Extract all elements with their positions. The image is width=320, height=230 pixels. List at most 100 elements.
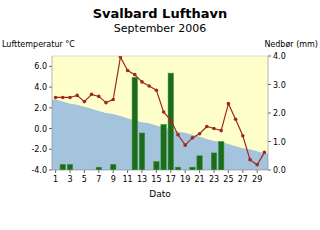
temperature-point — [176, 133, 180, 137]
x-tick-label: 7 — [96, 175, 101, 184]
x-tick-label: 29 — [252, 175, 262, 184]
precip-bar — [139, 133, 144, 170]
y2-tick-label: 1.0 — [273, 138, 286, 147]
temperature-point — [248, 158, 252, 162]
temperature-point — [234, 117, 238, 121]
x-tick-label: 15 — [151, 175, 161, 184]
y2-tick-label: 2.0 — [273, 109, 286, 118]
y2-tick — [268, 170, 271, 171]
temperature-point — [212, 127, 216, 131]
precip-bar — [190, 167, 195, 170]
x-tick-label: 19 — [180, 175, 190, 184]
x-tick-label: 25 — [223, 175, 233, 184]
temperature-point — [147, 84, 151, 88]
temperature-point — [162, 110, 166, 114]
temperature-point — [241, 134, 245, 138]
y-tick-label: 2.0 — [34, 104, 47, 113]
normal-area — [52, 100, 268, 170]
temperature-point — [97, 95, 101, 99]
temperature-point — [255, 163, 259, 167]
y2-tick — [268, 113, 271, 114]
plot-background — [52, 56, 268, 170]
precip-bar — [218, 142, 223, 171]
x-tick — [142, 170, 143, 173]
y-tick-label: 0.0 — [34, 125, 47, 134]
x-axis-line — [52, 170, 268, 171]
x-axis-label: Dato — [149, 189, 171, 199]
x-tick-label: 3 — [67, 175, 72, 184]
x-tick — [113, 170, 114, 173]
temperature-point — [155, 88, 159, 92]
temperature-point — [263, 151, 267, 155]
precip-bar — [161, 124, 166, 170]
x-tick — [170, 170, 171, 173]
plot-marks — [52, 56, 268, 170]
precip-bar — [175, 167, 180, 170]
temperature-point — [61, 96, 65, 100]
precip-bar — [154, 161, 159, 170]
temperature-point — [133, 73, 137, 77]
x-tick — [228, 170, 229, 173]
y-tick-label: -4.0 — [31, 166, 47, 175]
temperature-point — [191, 136, 195, 140]
y-tick — [49, 128, 52, 129]
x-tick-label: 27 — [238, 175, 248, 184]
precip-bar — [211, 153, 216, 170]
x-tick — [242, 170, 243, 173]
temperature-point — [54, 96, 58, 100]
x-tick — [185, 170, 186, 173]
temperature-point — [111, 98, 115, 102]
y-tick-label: 4.0 — [34, 83, 47, 92]
y2-tick-label: 0.0 — [273, 166, 286, 175]
x-tick-label: 13 — [137, 175, 147, 184]
y2-tick-label: 3.0 — [273, 81, 286, 90]
temperature-point — [227, 102, 231, 106]
x-tick — [98, 170, 99, 173]
temperature-point — [169, 118, 173, 122]
temperature-point — [183, 143, 187, 147]
x-tick — [257, 170, 258, 173]
precip-bar — [110, 164, 115, 170]
x-tick-label: 11 — [123, 175, 133, 184]
x-tick — [199, 170, 200, 173]
x-tick — [70, 170, 71, 173]
temperature-line — [56, 57, 265, 165]
x-tick-label: 17 — [166, 175, 176, 184]
temperature-point — [75, 94, 79, 98]
plot-top-line — [52, 56, 268, 57]
y-axis-line — [52, 56, 53, 170]
temperature-point — [104, 101, 108, 105]
y2-axis-line — [268, 56, 269, 170]
y-tick-label: 6.0 — [34, 62, 47, 71]
y-axis-label: Lufttemperatur °C — [2, 40, 75, 49]
precip-bar — [168, 73, 173, 170]
temperature-point — [83, 100, 87, 104]
y-tick — [49, 66, 52, 67]
x-tick — [84, 170, 85, 173]
x-tick — [156, 170, 157, 173]
temperature-point — [219, 129, 223, 133]
precip-bar — [132, 77, 137, 170]
temperature-point — [205, 125, 209, 129]
precip-bar — [60, 164, 65, 170]
y2-tick — [268, 84, 271, 85]
y2-tick — [268, 56, 271, 57]
y-tick — [49, 170, 52, 171]
y2-tick — [268, 141, 271, 142]
y-tick — [49, 87, 52, 88]
temperature-point — [198, 132, 202, 136]
y-tick-label: -2.0 — [31, 145, 47, 154]
x-tick-label: 9 — [111, 175, 116, 184]
precip-bar — [197, 156, 202, 170]
precip-bar — [96, 167, 101, 170]
subtitle: September 2006 — [114, 22, 206, 35]
x-tick-label: 23 — [209, 175, 219, 184]
precip-bar — [67, 164, 72, 170]
x-tick — [214, 170, 215, 173]
y2-axis-label: Nedbør (mm) — [264, 40, 318, 49]
y2-tick-label: 4.0 — [273, 52, 286, 61]
y-tick — [49, 149, 52, 150]
temperature-point — [126, 69, 130, 73]
x-tick — [55, 170, 56, 173]
x-tick-label: 5 — [82, 175, 87, 184]
